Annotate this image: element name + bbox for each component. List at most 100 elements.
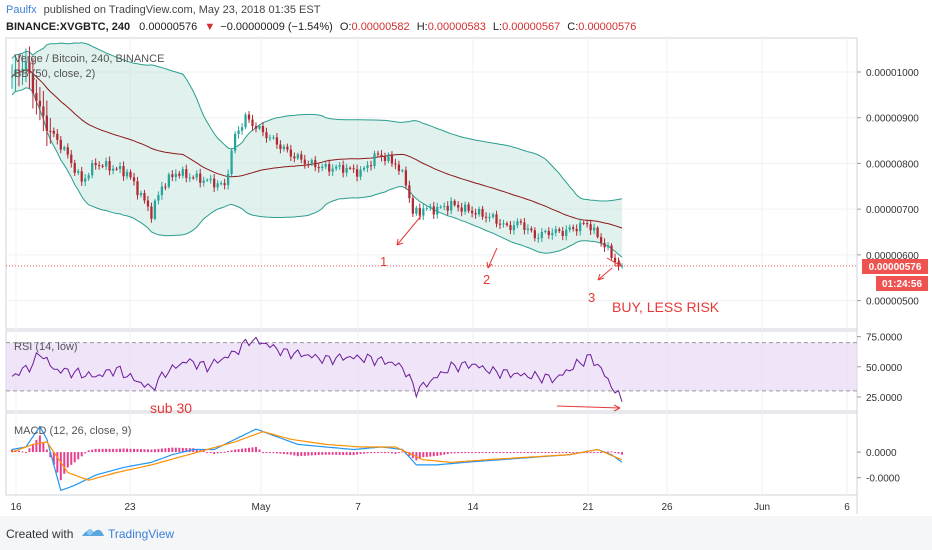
y-tick-label: 0.00000800 bbox=[866, 159, 919, 170]
candle-body bbox=[150, 206, 153, 219]
macd-histogram-bar bbox=[195, 449, 198, 453]
candle-body bbox=[129, 171, 132, 178]
candle-body bbox=[167, 174, 170, 187]
macd-histogram-bar bbox=[366, 452, 369, 454]
candle-body bbox=[251, 119, 254, 127]
macd-histogram-bar bbox=[84, 452, 87, 454]
footer-bar bbox=[0, 516, 932, 550]
macd-histogram-bar bbox=[324, 452, 327, 455]
ohlc-close-value: 0.00000576 bbox=[578, 21, 636, 33]
macd-histogram-bar bbox=[540, 452, 543, 454]
candle-body bbox=[540, 232, 543, 239]
candle-body bbox=[408, 185, 411, 199]
macd-histogram-bar bbox=[261, 452, 264, 454]
macd-histogram-bar bbox=[66, 452, 69, 468]
candle-body bbox=[157, 195, 160, 201]
macd-histogram-bar bbox=[586, 452, 589, 454]
macd-histogram-bar bbox=[265, 452, 268, 454]
candle-body bbox=[188, 177, 191, 179]
macd-histogram-bar bbox=[178, 447, 181, 453]
candle-body bbox=[422, 208, 425, 216]
candle-body bbox=[275, 137, 279, 145]
candle-body bbox=[512, 225, 516, 231]
macd-histogram-bar bbox=[593, 452, 596, 454]
candle-body bbox=[505, 223, 509, 226]
macd-histogram-bar bbox=[565, 452, 568, 454]
candle-body bbox=[411, 198, 414, 214]
rsi-tick-label: 50.0000 bbox=[866, 363, 903, 374]
ohlc-low-value: 0.00000567 bbox=[502, 21, 560, 33]
candle-body bbox=[160, 186, 164, 196]
macd-histogram-bar bbox=[600, 451, 603, 453]
macd-histogram-bar bbox=[279, 452, 282, 454]
macd-histogram-bar bbox=[52, 452, 55, 465]
macd-histogram-bar bbox=[268, 452, 271, 454]
candle-body bbox=[300, 154, 303, 160]
candle-body bbox=[572, 227, 575, 229]
candle-body bbox=[49, 130, 52, 132]
macd-histogram-bar bbox=[45, 449, 48, 453]
candle-body bbox=[87, 175, 90, 179]
candle-body bbox=[369, 165, 373, 167]
rsi-indicator-label[interactable]: RSI (14, low) bbox=[14, 341, 78, 353]
candle-body bbox=[554, 229, 557, 233]
candle-body bbox=[91, 162, 94, 176]
candle-body bbox=[519, 221, 523, 223]
macd-histogram-bar bbox=[94, 448, 97, 453]
candle-body bbox=[192, 177, 195, 179]
candle-body bbox=[286, 146, 289, 150]
candle-body bbox=[321, 166, 324, 169]
candle-body bbox=[289, 149, 292, 157]
x-tick-label: 16 bbox=[10, 502, 22, 513]
macd-histogram-bar bbox=[91, 449, 94, 453]
candle-body bbox=[146, 200, 150, 207]
ohlc-low-key: L: bbox=[493, 21, 502, 33]
candle-body bbox=[118, 166, 122, 170]
macd-histogram-bar bbox=[429, 452, 432, 457]
author-link[interactable]: Paulfx bbox=[6, 4, 37, 16]
macd-pane[interactable] bbox=[5, 412, 858, 496]
macd-tick-label: 0.0000 bbox=[866, 448, 897, 459]
macd-histogram-bar bbox=[63, 452, 66, 474]
candle-body bbox=[98, 165, 101, 167]
candle-body bbox=[115, 168, 118, 170]
candle-body bbox=[457, 205, 460, 208]
candle-body bbox=[230, 150, 233, 174]
candle-body bbox=[307, 164, 310, 166]
macd-histogram-bar bbox=[356, 452, 359, 455]
rsi-tick-label: 75.0000 bbox=[866, 333, 903, 344]
macd-histogram-bar bbox=[17, 450, 20, 453]
candle-body bbox=[247, 114, 251, 120]
macd-histogram-bar bbox=[349, 452, 352, 456]
macd-histogram-bar bbox=[307, 452, 310, 456]
candle-body bbox=[164, 186, 167, 188]
macd-histogram-bar bbox=[422, 452, 425, 458]
candle-body bbox=[254, 126, 258, 129]
annotation-1: 1 bbox=[380, 254, 387, 269]
macd-histogram-bar bbox=[105, 448, 108, 453]
candle-body bbox=[202, 180, 205, 183]
candle-body bbox=[477, 208, 481, 215]
candle-body bbox=[523, 222, 526, 230]
candle-body bbox=[31, 73, 35, 94]
macd-histogram-bar bbox=[49, 452, 52, 458]
macd-histogram-bar bbox=[345, 452, 348, 456]
tradingview-brand-link[interactable]: TradingView bbox=[108, 527, 174, 541]
macd-indicator-label[interactable]: MACD (12, 26, close, 9) bbox=[14, 425, 131, 437]
bb-indicator-label[interactable]: BB (50, close, 2) bbox=[14, 68, 95, 80]
ohlc-open-value: 0.00000582 bbox=[352, 21, 410, 33]
annotation-arrow-rsi bbox=[556, 404, 621, 412]
candle-body bbox=[52, 130, 55, 134]
candle-body bbox=[261, 126, 265, 133]
candle-body bbox=[209, 178, 212, 180]
macd-histogram-bar bbox=[432, 452, 435, 457]
macd-histogram-bar bbox=[234, 449, 237, 453]
macd-histogram-bar bbox=[328, 452, 331, 455]
candle-body bbox=[502, 223, 505, 225]
candle-body bbox=[42, 106, 45, 116]
macd-histogram-bar bbox=[342, 452, 345, 455]
price-layer bbox=[6, 42, 857, 271]
candle-body bbox=[174, 173, 177, 177]
macd-histogram-bar bbox=[241, 448, 244, 453]
ohlc-open-key: O: bbox=[340, 21, 352, 33]
